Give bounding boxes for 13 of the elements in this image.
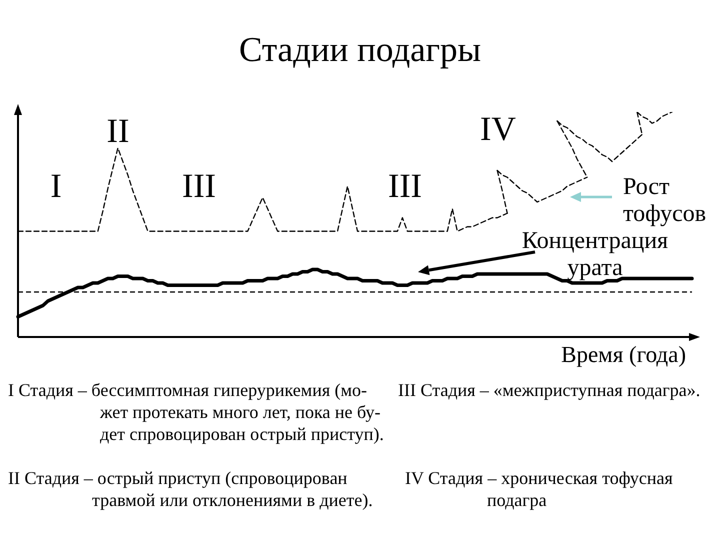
series-label: Концентрация урата: [522, 228, 668, 281]
chart-title: Стадии подагры: [238, 30, 482, 69]
text: IV Стадия – хроническая тофусная подагра: [405, 468, 673, 510]
text: I Стадия – бессимптомная гиперурикемия (мо- жет протекать много лет, пока не бу- дет спровоцирован острый приступ).: [8, 380, 384, 444]
annotation: III: [182, 168, 216, 205]
annotation: I: [50, 168, 62, 205]
x-axis-title: Время (года): [561, 342, 686, 367]
text: III Стадия – «межприступная подагра».: [398, 380, 700, 400]
annotation: Рост тофусов: [623, 174, 706, 227]
annotation: IV: [480, 111, 516, 148]
text: II Стадия – острый приступ (спровоцирован травмой или отклонениями в диете).: [8, 468, 373, 510]
annotation: II: [106, 113, 130, 150]
annotation: III: [388, 168, 422, 205]
